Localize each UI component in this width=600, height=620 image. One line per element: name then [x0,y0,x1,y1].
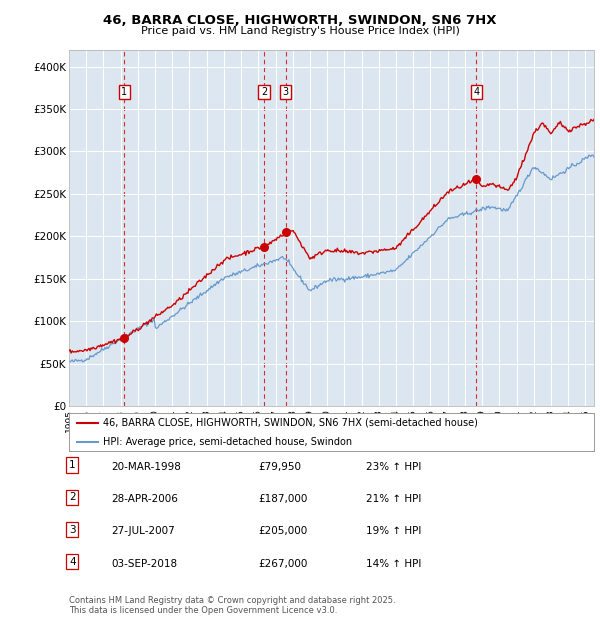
Text: 46, BARRA CLOSE, HIGHWORTH, SWINDON, SN6 7HX: 46, BARRA CLOSE, HIGHWORTH, SWINDON, SN6… [103,14,497,27]
Text: 3: 3 [283,87,289,97]
Text: 1: 1 [121,87,127,97]
Text: 27-JUL-2007: 27-JUL-2007 [111,526,175,536]
Point [259,242,269,252]
Text: 14% ↑ HPI: 14% ↑ HPI [366,559,421,569]
Text: £267,000: £267,000 [258,559,307,569]
Text: 1: 1 [69,460,76,470]
Text: 2: 2 [261,87,267,97]
Text: Price paid vs. HM Land Registry's House Price Index (HPI): Price paid vs. HM Land Registry's House … [140,26,460,36]
Point [472,174,481,184]
Text: 3: 3 [69,525,76,534]
Text: 19% ↑ HPI: 19% ↑ HPI [366,526,421,536]
Text: 03-SEP-2018: 03-SEP-2018 [111,559,177,569]
Text: 46, BARRA CLOSE, HIGHWORTH, SWINDON, SN6 7HX (semi-detached house): 46, BARRA CLOSE, HIGHWORTH, SWINDON, SN6… [103,417,478,428]
Text: HPI: Average price, semi-detached house, Swindon: HPI: Average price, semi-detached house,… [103,436,352,447]
Text: £79,950: £79,950 [258,462,301,472]
Point [281,227,290,237]
Text: 2: 2 [69,492,76,502]
Text: Contains HM Land Registry data © Crown copyright and database right 2025.
This d: Contains HM Land Registry data © Crown c… [69,596,395,615]
Text: 4: 4 [473,87,479,97]
Text: £205,000: £205,000 [258,526,307,536]
Point [119,334,129,343]
Text: 20-MAR-1998: 20-MAR-1998 [111,462,181,472]
Text: 21% ↑ HPI: 21% ↑ HPI [366,494,421,504]
Text: 23% ↑ HPI: 23% ↑ HPI [366,462,421,472]
Text: 4: 4 [69,557,76,567]
Text: £187,000: £187,000 [258,494,307,504]
Text: 28-APR-2006: 28-APR-2006 [111,494,178,504]
